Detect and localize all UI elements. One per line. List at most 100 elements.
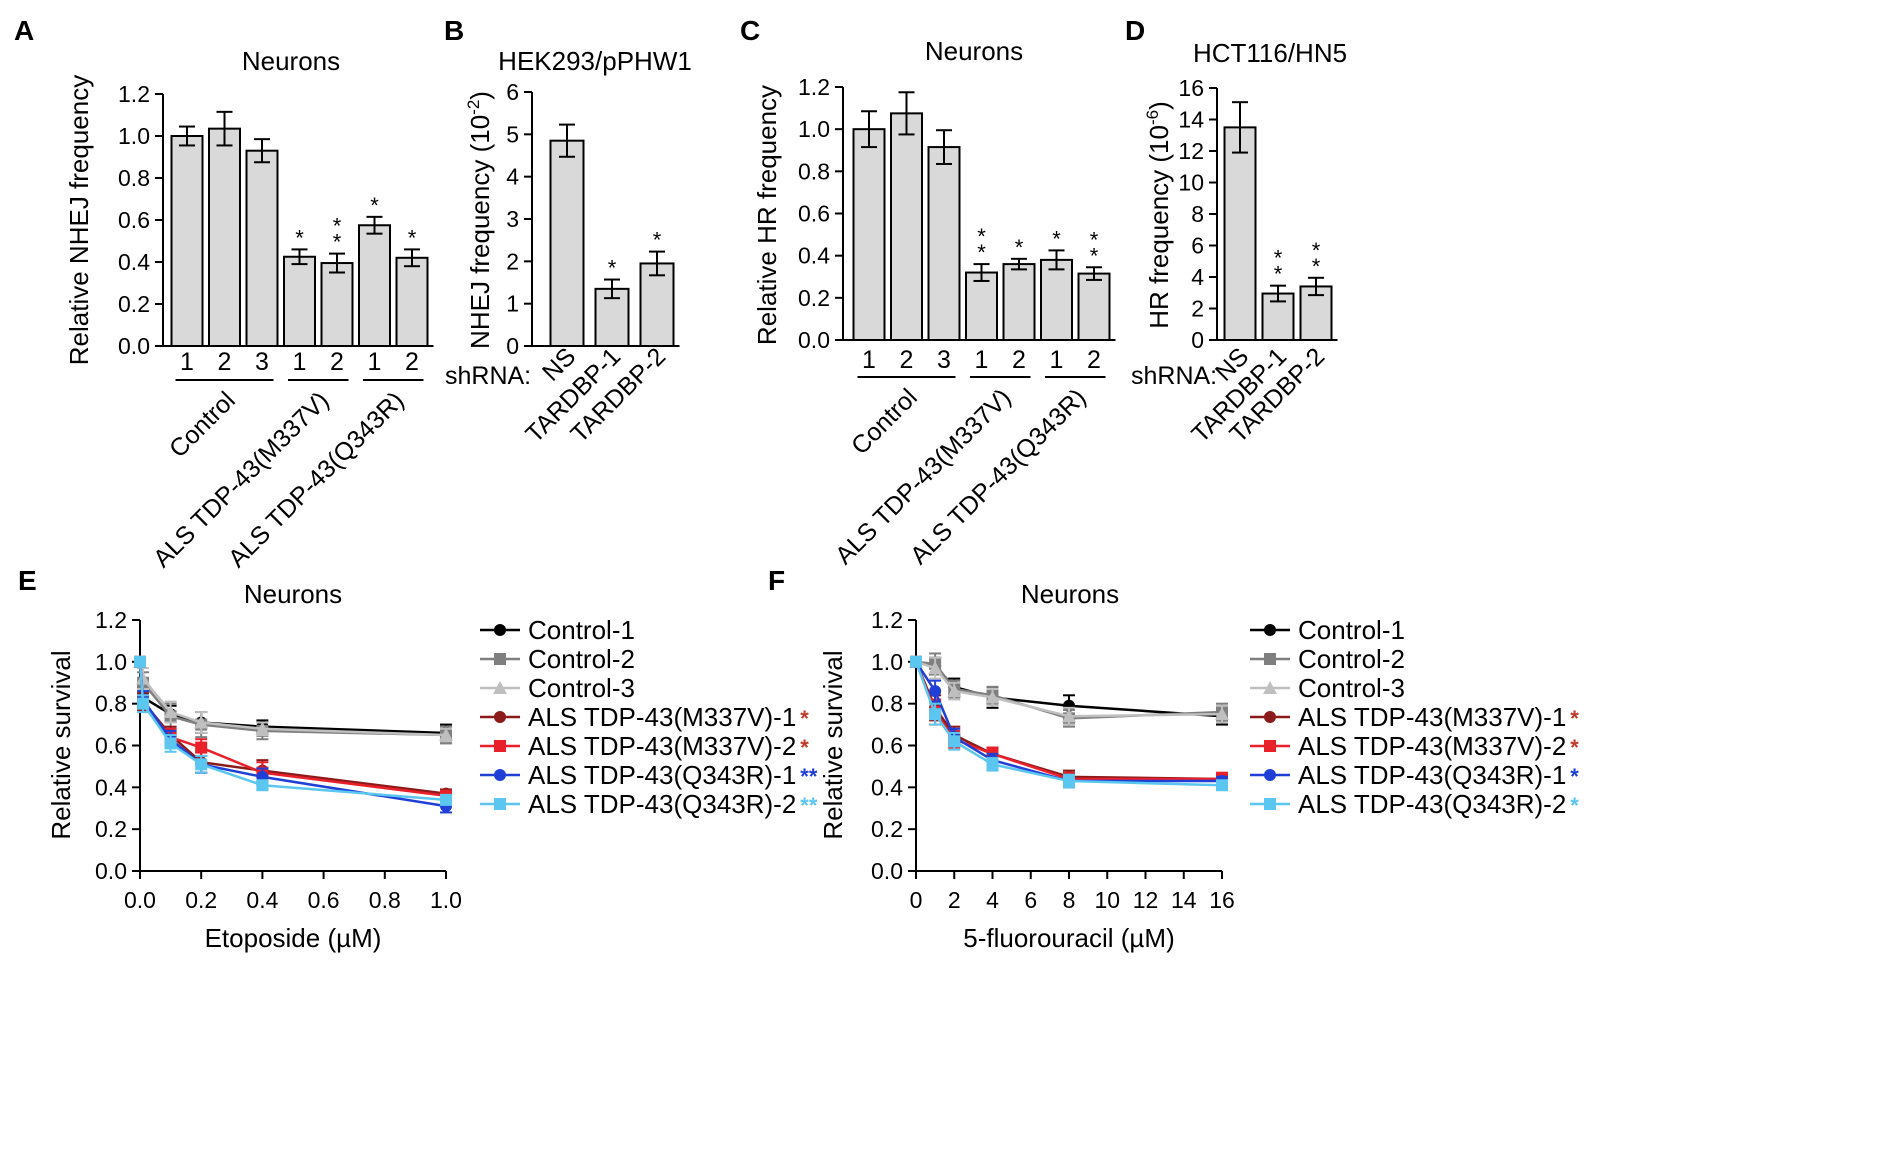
y-tick-label: 0.0 (118, 333, 150, 359)
legend-item: Control-3 (480, 673, 635, 703)
y-tick-label: 4 (506, 164, 519, 190)
y-axis-label-end: ) (465, 91, 495, 100)
panel-letter: E (18, 565, 37, 596)
legend-significance: * (1570, 764, 1579, 789)
y-tick-label: 0.4 (118, 249, 150, 275)
bar (890, 112, 923, 341)
data-point (494, 769, 506, 781)
panel-A: A Neurons 0.0 0.2 0.4 0.6 0.8 1.0 1.2 Relative NH… (14, 15, 434, 573)
data-point (910, 655, 922, 668)
series-control-3 (909, 654, 1229, 726)
y-tick-label: 1.0 (95, 649, 127, 675)
significance-star: * (977, 240, 986, 265)
x-tick-label: 4 (986, 887, 999, 913)
y-tick-label: 3 (506, 206, 519, 232)
category-label: 2 (330, 348, 344, 376)
bar (549, 139, 585, 347)
x-tick-label: 6 (1024, 887, 1037, 913)
category-label: 3 (937, 346, 951, 374)
y-tick-label: 0.2 (871, 816, 903, 842)
legend-label: ALS TDP-43(Q343R)-2 * (1298, 789, 1579, 819)
legend-label: Control-3 (1298, 673, 1405, 703)
x-tick-label: 0.8 (369, 887, 401, 913)
bar (358, 224, 391, 347)
data-point (1264, 798, 1276, 810)
group-label: Control (164, 386, 241, 463)
chart-title: Neurons (1021, 579, 1119, 609)
y-tick-label: 0.8 (798, 158, 830, 184)
category-label: 3 (255, 348, 269, 376)
series-als-tdp-43-q343r-2 (910, 655, 1228, 792)
x-tick-label: 8 (1063, 887, 1076, 913)
shrna-prefix: shRNA: (445, 362, 531, 390)
series-line (138, 661, 447, 737)
x-tick-label: 0.6 (308, 887, 340, 913)
data-point (928, 661, 943, 675)
x-tick-label: 14 (1171, 887, 1197, 913)
y-tick-label: 0.2 (118, 291, 150, 317)
legend-item: Control-1 (480, 615, 635, 645)
legend-item: ALS TDP-43(M337V)-1 * (1250, 702, 1579, 732)
category-label: 1 (293, 348, 307, 376)
data-point (494, 624, 506, 636)
data-point (986, 758, 999, 771)
significance-star: * (333, 230, 342, 255)
legend-item: ALS TDP-43(Q343R)-1 ** (480, 760, 818, 790)
legend-significance: * (800, 706, 809, 731)
y-tick-label: 0.0 (798, 327, 830, 353)
y-tick-label: 10 (1178, 170, 1204, 196)
y-tick-label: 6 (506, 79, 519, 105)
legend-item: ALS TDP-43(M337V)-2 * (480, 731, 809, 761)
series-als-tdp-43-q343r-2 (134, 655, 452, 806)
bar (1223, 126, 1257, 341)
x-tick-label: 10 (1094, 887, 1120, 913)
bar (1002, 263, 1036, 342)
panel-letter: B (444, 15, 464, 46)
significance-star: * (1052, 226, 1061, 251)
legend-label: ALS TDP-43(Q343R)-2 ** (528, 789, 818, 819)
y-tick-label: 0.8 (871, 691, 903, 717)
y-axis-label: HR frequency (10-6) (1143, 101, 1174, 329)
panel-letter: F (768, 565, 785, 596)
y-tick-label: 0.6 (95, 733, 127, 759)
y-tick-label: 0.0 (95, 858, 127, 884)
x-tick-label: 2 (948, 887, 961, 913)
legend-label: Control-1 (528, 615, 635, 645)
y-axis-label-main: HR frequency (10 (1144, 125, 1174, 329)
legend-significance: * (1570, 735, 1579, 760)
data-point (1263, 681, 1277, 694)
data-point (195, 741, 208, 754)
y-tick-label: 0.8 (118, 165, 150, 191)
x-tick-label: 0 (910, 887, 923, 913)
category-label: 1 (1050, 346, 1064, 374)
legend-label: Control-2 (528, 644, 635, 674)
series-control-1 (134, 655, 452, 743)
category-label: 2 (218, 348, 232, 376)
x-axis-label: 5-fluorouracil (µM) (963, 923, 1174, 953)
significance-star: * (1090, 243, 1099, 268)
y-tick-label: 4 (1191, 264, 1204, 290)
series-control-3 (133, 654, 453, 743)
y-tick-label: 0.4 (871, 774, 903, 800)
x-tick-label: 1.0 (430, 887, 462, 913)
bar (1040, 258, 1073, 341)
data-point (163, 705, 178, 719)
data-point (494, 798, 506, 810)
x-tick-label: 0.0 (124, 887, 156, 913)
data-point (1264, 624, 1276, 636)
series-line (914, 661, 1223, 787)
bar (852, 128, 886, 341)
legend-significance: * (800, 735, 809, 760)
y-tick-label: 0.0 (871, 858, 903, 884)
category-label: 2 (1012, 346, 1026, 374)
legend-item: Control-2 (1250, 644, 1405, 674)
panel-letter: D (1125, 15, 1145, 46)
y-axis-label: Relative NHEJ frequency (64, 75, 94, 365)
legend-item: ALS TDP-43(M337V)-1 * (480, 702, 809, 732)
data-point (440, 793, 452, 806)
y-axis-label-end: ) (1144, 101, 1174, 110)
x-tick-label: 0.4 (246, 887, 278, 913)
y-axis-label: NHEJ frequency (10-2) (464, 91, 495, 349)
legend-label: ALS TDP-43(Q343R)-1 ** (528, 760, 818, 790)
